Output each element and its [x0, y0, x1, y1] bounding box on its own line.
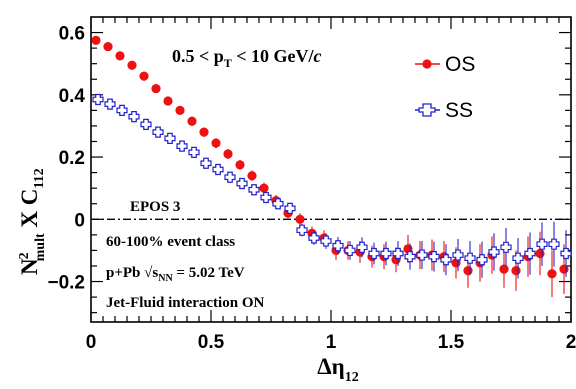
x-tick-label: 1: [326, 332, 337, 353]
data-point-ss: [236, 177, 248, 190]
data-point-ss: [524, 247, 536, 260]
data-point-ss: [176, 140, 188, 152]
data-point-os: [463, 266, 473, 276]
legend-os-marker: [422, 59, 432, 69]
annotation-centrality: 60-100% event class: [106, 234, 235, 250]
data-point-ss: [224, 171, 236, 183]
data-point-os: [175, 105, 185, 115]
axis-ticks: [90, 17, 572, 322]
data-point-ss: [440, 254, 452, 266]
data-point-ss: [212, 163, 224, 176]
data-point-ss: [320, 235, 332, 247]
series-os: [91, 35, 569, 298]
data-point-os: [103, 41, 113, 52]
data-point-os: [187, 116, 197, 126]
data-point-ss: [272, 198, 284, 210]
data-point-os: [91, 35, 101, 45]
data-point-ss: [248, 184, 260, 196]
data-point-ss: [356, 241, 368, 253]
data-point-os: [115, 51, 125, 61]
x-tick-label: 2: [566, 332, 576, 353]
legend-ss-marker: [418, 103, 436, 117]
annotation-pt-range: 0.5 < pT < 10 GeV/c: [172, 46, 322, 70]
data-point-ss: [512, 252, 524, 264]
data-point-ss: [536, 238, 548, 250]
data-point-ss: [368, 247, 380, 260]
data-point-ss: [308, 232, 320, 244]
data-point-ss: [560, 247, 572, 260]
series-ss: [92, 93, 572, 279]
data-point-os: [163, 96, 173, 106]
data-point-ss: [428, 251, 440, 263]
y-axis-title: N2mult X C112: [17, 168, 48, 275]
data-point-os: [139, 71, 149, 81]
data-point-ss: [452, 249, 464, 261]
data-point-ss: [92, 93, 104, 106]
data-point-os: [547, 269, 557, 279]
annotation-model: EPOS 3: [130, 199, 180, 215]
legend: OS SS: [415, 53, 475, 122]
data-point-ss: [344, 244, 356, 257]
data-point-os: [559, 264, 569, 274]
data-point-ss: [164, 132, 176, 144]
data-point-os: [499, 264, 509, 274]
data-point-ss: [476, 254, 488, 266]
data-point-ss: [380, 247, 392, 260]
y-tick-label: 0.6: [59, 24, 85, 45]
data-point-os: [211, 138, 221, 148]
data-point-ss: [416, 249, 428, 261]
x-axis-title: Δη12: [317, 354, 358, 385]
x-tick-label: 0: [86, 332, 97, 353]
data-point-ss: [284, 202, 296, 215]
data-point-ss: [488, 246, 500, 258]
data-point-ss: [332, 240, 344, 252]
data-point-os: [247, 171, 257, 181]
data-point-ss: [464, 252, 476, 264]
x-tick-label: 1.5: [438, 332, 465, 353]
data-point-ss: [296, 224, 308, 236]
data-point-ss: [152, 126, 164, 138]
data-point-ss: [500, 241, 512, 253]
x-tick-label: 0.5: [198, 332, 225, 353]
legend-ss-label: SS: [445, 99, 473, 122]
legend-os-label: OS: [445, 53, 475, 76]
y-tick-label: 0.4: [59, 86, 86, 107]
data-point-os: [127, 60, 137, 70]
data-point-ss: [188, 146, 200, 158]
y-tick-label: 0.2: [59, 148, 85, 169]
data-point-os: [223, 149, 233, 159]
y-tick-label: −0.2: [47, 273, 85, 294]
axis-tick-labels: 0 0.5 1 1.5 2 −0.2 0 0.2 0.4 0.6: [47, 24, 576, 353]
data-point-ss: [260, 191, 272, 204]
y-tick-label: 0: [74, 210, 85, 231]
data-point-os: [235, 160, 245, 170]
data-point-os: [151, 83, 161, 94]
data-point-ss: [548, 238, 560, 250]
data-point-os: [295, 214, 305, 224]
data-point-ss: [392, 247, 404, 260]
data-point-ss: [104, 98, 116, 110]
data-point-ss: [140, 118, 152, 130]
annotation-system: p+Pb √sNN = 5.02 TeV: [106, 265, 245, 284]
data-point-ss: [116, 104, 128, 116]
data-point-ss: [404, 251, 416, 263]
data-point-os: [511, 266, 521, 276]
data-point-os: [259, 183, 269, 193]
data-point-ss: [128, 110, 140, 123]
data-point-os: [535, 248, 545, 259]
data-point-ss: [200, 157, 212, 169]
annotation-setting: Jet-Fluid interaction ON: [106, 295, 264, 311]
data-point-os: [199, 127, 209, 137]
